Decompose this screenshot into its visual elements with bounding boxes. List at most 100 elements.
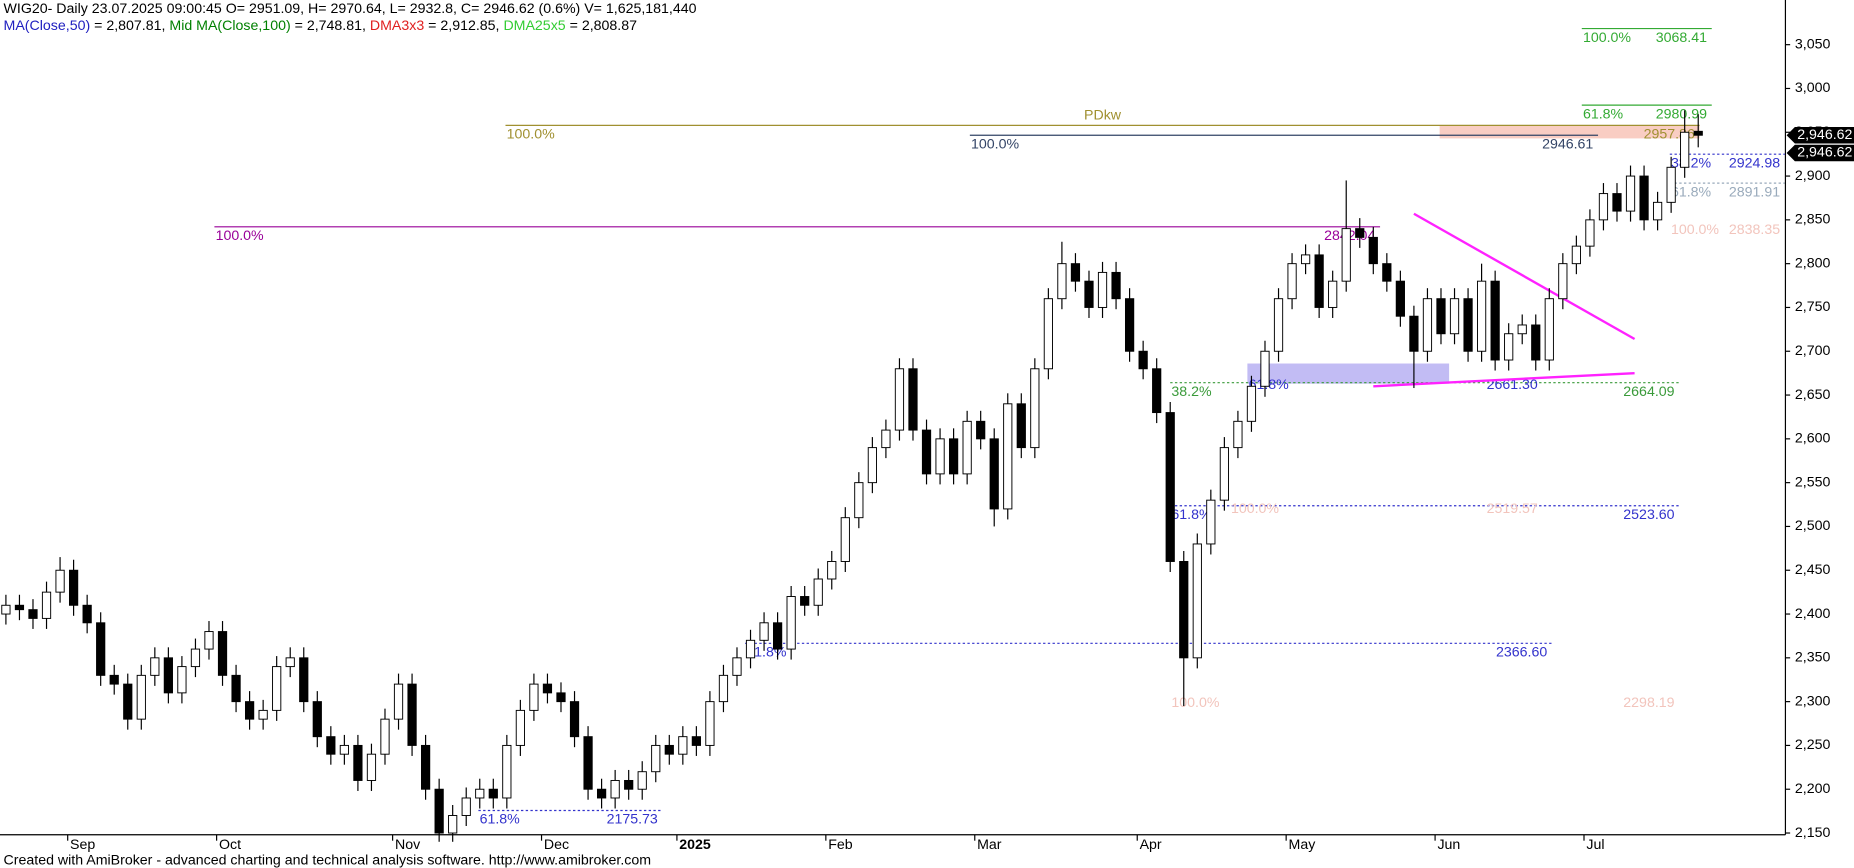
level-value-label: 2519.57 — [1487, 501, 1538, 517]
candle-body — [1517, 324, 1527, 335]
level-value-label: 2980.99 — [1656, 106, 1707, 122]
candle-body — [123, 683, 133, 720]
candle-body — [339, 744, 349, 755]
candle-body — [786, 596, 796, 650]
x-tick-label: 2025 — [679, 837, 711, 853]
candle-body — [962, 420, 972, 475]
candle-body — [1300, 254, 1311, 265]
candle-body — [1016, 403, 1026, 449]
candle-body — [163, 657, 173, 694]
candle-body — [1273, 298, 1284, 352]
candle-body — [827, 561, 837, 580]
candle-body — [800, 596, 810, 606]
x-tick-label: Dec — [544, 837, 569, 853]
candle-body — [475, 788, 485, 799]
level-value-label: 2891.91 — [1729, 184, 1780, 200]
level-left-label: 100.0% — [1171, 695, 1219, 711]
y-tick-label: 2,650 — [1795, 387, 1831, 403]
candle-body — [894, 368, 905, 431]
candle-body — [637, 771, 647, 790]
candle-body — [935, 438, 945, 475]
y-tick-label: 2,700 — [1795, 343, 1831, 359]
candle-body — [1070, 263, 1081, 282]
price-tag-label: 2,946.62 — [1797, 127, 1852, 143]
candle-body — [407, 683, 417, 746]
candle-body — [1490, 280, 1500, 361]
level-left-label: 100.0% — [1671, 222, 1719, 238]
level-value-label: 2175.73 — [607, 812, 658, 828]
candle-body — [1246, 385, 1257, 422]
candle-body — [840, 517, 850, 562]
candle-body — [1395, 280, 1405, 317]
candle-body — [434, 788, 444, 834]
candle-body — [1341, 228, 1351, 282]
level-value-label: 2664.09 — [1623, 384, 1674, 400]
candle-body — [68, 569, 79, 606]
x-tick-label: Mar — [977, 837, 1002, 853]
level-value-label: 3068.41 — [1656, 30, 1707, 46]
candle-body — [299, 657, 309, 703]
candle-body — [1233, 420, 1243, 449]
price-tag — [1786, 144, 1854, 162]
candle-body — [1639, 175, 1649, 221]
candle-body — [1476, 280, 1487, 352]
candle-body — [1544, 298, 1554, 361]
levels: 100.0%2957.86PDkw100.0%2946.61100.0%2842… — [214, 27, 1785, 828]
candle-body — [41, 591, 52, 619]
y-tick-label: 2,250 — [1795, 737, 1831, 753]
candle-body — [1382, 263, 1392, 282]
x-tick-label: Nov — [395, 837, 421, 853]
candle-body — [664, 744, 674, 755]
level-left-label: 100.0% — [971, 136, 1019, 152]
x-tick-label: Apr — [1140, 837, 1162, 853]
candle-body — [285, 657, 295, 668]
candle-body — [583, 736, 593, 790]
candle-body — [1666, 166, 1676, 203]
candle-body — [813, 578, 823, 606]
candle-body — [1314, 254, 1324, 308]
candle-body — [1355, 228, 1365, 238]
level-left-label: 38.2% — [1171, 384, 1212, 400]
indicator-name: DMA25x5 — [503, 18, 565, 34]
candle-body — [1652, 201, 1663, 221]
candle-body — [772, 622, 783, 650]
level-left-label: 38.2% — [1671, 155, 1712, 171]
candle-body — [380, 718, 390, 755]
candle-body — [1328, 280, 1338, 308]
indicator-value: = 2,807.81, — [90, 18, 169, 34]
candle-body — [989, 438, 999, 510]
candle-body — [1422, 298, 1433, 352]
candle-body — [854, 482, 864, 519]
candle-body — [718, 674, 729, 703]
candle-body — [14, 604, 25, 611]
x-tick-label: Jun — [1437, 837, 1460, 853]
indicator-value: = 2,912.85, — [424, 18, 503, 34]
candle-body — [542, 683, 553, 694]
candle-body — [1463, 298, 1473, 352]
y-tick-label: 2,750 — [1795, 299, 1831, 315]
y-tick-label: 2,450 — [1795, 562, 1831, 578]
candle-body — [1680, 131, 1690, 168]
level-title: PDkw — [1084, 108, 1122, 124]
candle-body — [326, 736, 336, 755]
candle-body — [177, 666, 187, 694]
level-value-label: 2946.61 — [1542, 136, 1593, 152]
candle-body — [921, 429, 932, 475]
candle-body — [624, 779, 634, 790]
candle-body — [231, 674, 241, 703]
candle-body — [948, 438, 959, 475]
candle-body — [488, 788, 498, 799]
candle-body — [461, 797, 471, 816]
y-tick-label: 2,900 — [1795, 168, 1831, 184]
level-left-label: 61.8% — [480, 812, 521, 828]
candle-body — [1625, 175, 1636, 212]
candle-body — [136, 674, 146, 720]
level-value-label: 2298.19 — [1623, 695, 1674, 711]
candle-body — [1693, 130, 1703, 136]
candle-body — [1585, 219, 1595, 247]
candle-body — [1111, 271, 1121, 300]
candle-body — [258, 709, 268, 720]
y-tick-label: 2,200 — [1795, 781, 1831, 797]
candle-body — [1287, 263, 1297, 300]
